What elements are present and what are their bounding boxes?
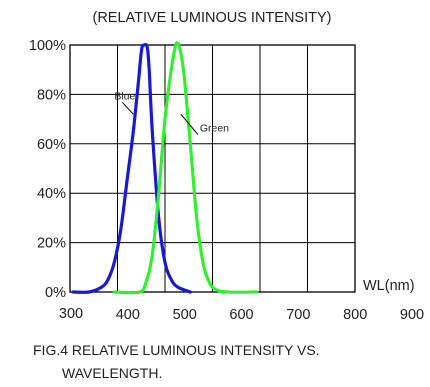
- y-tick-label: 0%: [45, 285, 66, 301]
- series-line-blue: [71, 42, 192, 294]
- plot-frame: [69, 44, 356, 293]
- x-tick-label: 400: [116, 307, 140, 323]
- y-tick-label: 100%: [29, 38, 66, 54]
- chart-title: (RELATIVE LUMINOUS INTENSITY): [92, 10, 331, 26]
- x-tick-label: 800: [343, 307, 367, 323]
- caption-line: FIG.4 RELATIVE LUMINOUS INTENSITY VS.: [33, 342, 320, 358]
- annotation-leader-line: [121, 101, 134, 115]
- x-axis-ticks: 300 400 500 600 700 800 900: [59, 306, 424, 323]
- y-tick-label: 40%: [37, 186, 66, 202]
- annotation-label-green: Green: [200, 122, 229, 134]
- figure-caption: FIG.4 RELATIVE LUMINOUS INTENSITY VS. WAV…: [33, 342, 320, 381]
- x-tick-label: 300: [59, 306, 83, 322]
- annotation-layer: Blue Green: [114, 90, 229, 135]
- y-axis-ticks: 0% 20% 40% 60% 80% 100%: [29, 38, 66, 301]
- caption-line: WAVELENGTH.: [62, 365, 162, 381]
- x-tick-label: 500: [173, 307, 197, 323]
- annotation-leader-line: [180, 113, 199, 135]
- x-tick-label: 600: [229, 307, 253, 323]
- x-tick-label: 700: [286, 307, 310, 323]
- series-line-green: [112, 41, 259, 295]
- y-tick-label: 60%: [37, 137, 66, 153]
- x-axis-label: WL(nm): [363, 278, 415, 294]
- x-tick-label: 900: [400, 307, 424, 323]
- y-tick-label: 80%: [37, 87, 66, 103]
- grid: [70, 45, 355, 292]
- annotation-label-blue: Blue: [114, 90, 135, 102]
- series-layer: [71, 41, 259, 295]
- y-tick-label: 20%: [37, 236, 66, 252]
